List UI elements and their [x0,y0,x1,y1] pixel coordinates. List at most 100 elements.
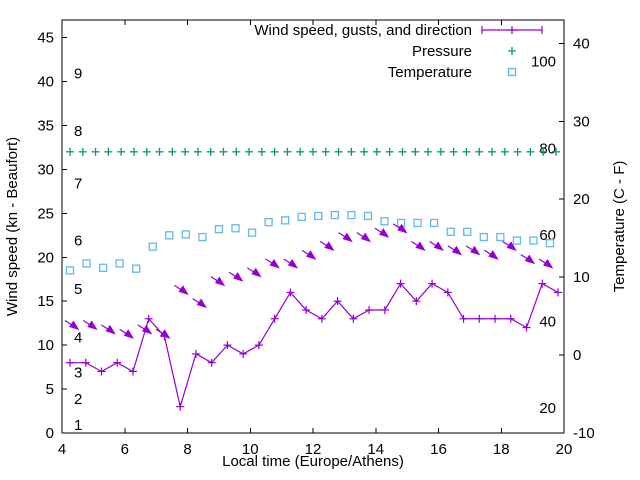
gust-arrow [502,240,517,252]
axis-titles: Local time (Europe/Athens) Wind speed (kn… [4,137,628,470]
temperature-point [347,210,356,220]
pressure-point [245,147,254,156]
gust-arrow [192,298,207,309]
y2-fahrenheit-tick-label: 20 [539,400,556,417]
y2-celsius-tick-label: 20 [573,191,590,208]
pressure-point [334,147,343,156]
pressure-point [142,147,151,156]
y-tick-label: 35 [37,117,54,134]
temperature-point [132,264,141,273]
pressure-point [104,147,113,156]
wind-speed-line [70,282,559,410]
y-tick-label: 0 [46,425,54,442]
gust-arrow [119,328,135,339]
temperature-point [330,210,339,220]
pressure-point [91,147,100,156]
pressure-point [513,147,522,156]
wind-speed-point [81,358,90,367]
pressure-point [283,147,292,156]
axis-ticks [61,20,565,434]
wind-speed-point [144,314,153,323]
temperature-point [281,216,290,225]
x-tick-label: 14 [367,441,384,458]
temperature-point [529,236,538,245]
pressure-point [436,147,445,156]
pressure-point [552,147,560,156]
pressure-point [347,147,356,156]
pressure-point [424,147,433,156]
gust-arrow [538,258,554,269]
gust-arrow [411,240,426,252]
pressure-point [475,147,484,156]
series-temperature [65,210,555,275]
y2-fahrenheit-tick-label: 80 [539,140,556,157]
pressure-point [398,147,407,156]
gust-arrow [338,232,353,243]
gust-arrow [520,254,536,265]
wind-speed-point [207,358,216,367]
pressure-point [385,147,394,156]
pressure-point [219,147,228,156]
wind-speed-point [97,367,106,376]
wind-speed-point [396,279,405,288]
beaufort-label: 5 [74,281,82,298]
temperature-point [247,228,257,237]
temperature-point [82,259,91,268]
beaufort-label: 9 [74,66,82,83]
temperature-point [214,224,224,234]
temperature-point [264,217,273,227]
beaufort-label: 7 [74,176,82,193]
gust-arrow [283,258,299,269]
x-tick-label: 12 [305,441,322,458]
gust-arrow [374,227,390,238]
pressure-point [321,147,330,156]
plot-border [61,19,565,434]
wind-speed-point [522,323,531,332]
y2-axis-title: Temperature (C - F) [611,161,628,293]
series-pressure [66,147,560,156]
gust-arrow [101,324,116,335]
temperature-point [231,224,240,233]
temperature-point [314,211,323,221]
x-tick-label: 16 [430,441,447,458]
wind-speed-point [554,288,562,297]
y2-fahrenheit-tick-label: 40 [539,313,556,330]
y-tick-label: 20 [37,249,54,266]
wind-speed-point [66,358,74,367]
wind-speed-point [239,349,248,358]
pressure-point [232,147,241,156]
gust-arrow [174,284,189,295]
temperature-point [148,242,157,251]
temperature-point [496,232,505,242]
temperature-point [198,232,207,242]
beaufort-label: 3 [74,364,82,381]
wind-speed-point [128,367,137,376]
gust-arrow [301,249,317,260]
wind-speed-point [380,305,389,314]
y2-celsius-tick-label: 10 [573,269,590,286]
pressure-point [488,147,497,156]
pressure-point [78,147,87,156]
x-axis-title: Local time (Europe/Athens) [222,453,404,470]
temperature-point [512,236,522,245]
beaufort-label: 1 [74,417,82,434]
pressure-point [66,147,74,156]
gust-arrow [82,320,98,331]
series-wind-speed [66,279,562,411]
pressure-point [129,147,138,156]
x-tick-label: 18 [493,441,510,458]
x-tick-label: 4 [58,441,66,458]
wind-speed-point [506,314,515,323]
gust-arrow [210,276,226,287]
pressure-point [270,147,279,156]
temperature-point [413,218,422,228]
x-tick-label: 6 [121,441,129,458]
y2-celsius-tick-label: -10 [573,425,595,442]
wind-speed-point [428,279,437,288]
pressure-point [539,147,548,156]
temperature-point [380,217,389,226]
temperature-point [545,239,555,248]
wind-speed-point [443,288,452,297]
x-tick-label: 8 [183,441,191,458]
beaufort-label: 6 [74,233,82,250]
